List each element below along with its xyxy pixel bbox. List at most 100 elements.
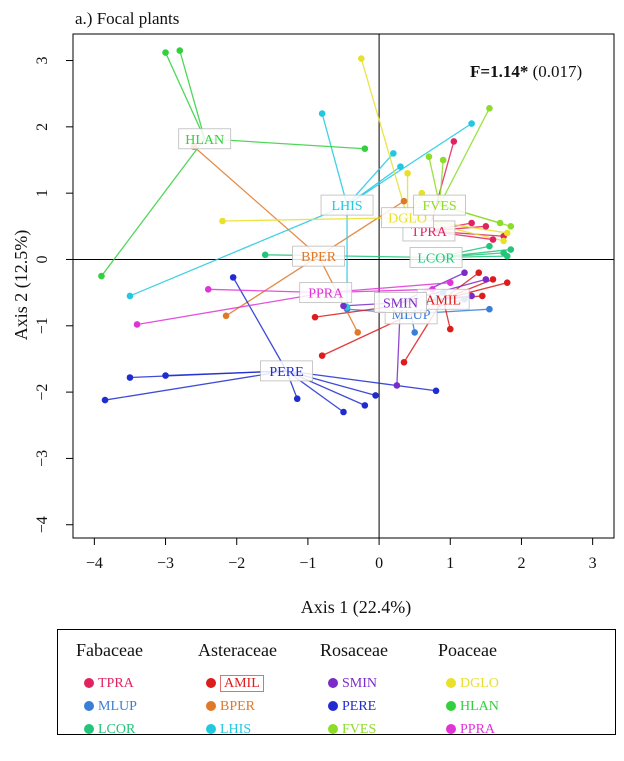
point-smin [340,303,347,310]
legend-family-fabaceae: Fabaceae [76,640,143,661]
legend-item-ppra: PPRA [446,722,495,738]
point-lhis [397,163,404,170]
legend-family-poaceae: Poaceae [438,640,497,661]
point-pere [372,392,379,399]
legend-swatch [328,678,338,688]
x-axis-label: Axis 1 (22.4%) [301,597,412,618]
point-amil [319,352,326,359]
legend-item-smin: SMIN [328,676,377,692]
legend-label: PERE [342,699,376,714]
legend-swatch [84,724,94,734]
legend-item-dglo: DGLO [446,676,499,692]
point-pere [294,395,301,402]
point-lcor [504,253,511,260]
point-ppra [205,286,212,293]
plot-area: −4 −3 −2 −1 0 1 2 3−4−3−2−10123TPRAMLUPLCORAMIL… [34,34,614,572]
y-tick-label: 1 [34,189,51,197]
centroid-label-ppra: PPRA [308,287,344,302]
x-tick-label: 2 [517,555,525,572]
legend-item-mlup: MLUP [84,699,137,715]
spoke-bper [194,147,319,256]
point-hlan [362,145,369,152]
legend-item-tpra: TPRA [84,676,134,692]
legend-label: MLUP [98,699,137,714]
point-mlup [486,306,493,313]
point-amil [312,314,319,321]
y-tick-label: 2 [34,123,51,131]
legend: Fabaceae TPRA MLUP LCOR Asteraceae AMIL BPER LH… [57,629,616,735]
point-bper [401,198,408,205]
legend-item-fves: FVES [328,722,376,738]
spoke-fves [440,108,490,205]
spoke-dglo [361,59,407,218]
legend-swatch [446,701,456,711]
spoke-ppra [137,293,326,325]
point-tpra [451,138,458,145]
point-dglo [358,55,365,62]
legend-family-asteraceae: Asteraceae [198,640,277,661]
point-amil [490,276,497,283]
legend-swatch [206,678,216,688]
point-lhis [468,120,475,127]
legend-swatch [328,701,338,711]
legend-item-bper: BPER [206,699,255,715]
x-tick-label: 0 [375,555,383,572]
point-amil [475,269,482,276]
spoke-hlan [101,139,204,276]
centroid-label-bper: BPER [301,250,337,265]
point-lcor [486,243,493,250]
point-fves [497,220,504,227]
y-tick-label: 0 [34,255,51,263]
point-lhis [127,293,134,300]
point-fves [486,105,493,112]
point-tpra [490,236,497,243]
y-tick-label: −2 [34,384,51,401]
point-pere [102,397,109,404]
centroid-label-amil: AMIL [425,293,461,308]
point-dglo [404,170,411,177]
point-lcor [262,252,269,259]
legend-item-pere: PERE [328,699,376,715]
legend-swatch [446,724,456,734]
point-dglo [504,230,511,237]
centroid-label-pere: PERE [269,365,303,380]
point-pere [362,402,369,409]
point-amil [504,279,511,286]
legend-swatch [328,724,338,734]
point-tpra [483,223,490,230]
point-amil [401,359,408,366]
point-hlan [98,273,105,280]
point-mlup [411,329,418,336]
ordination-plot: a.) Focal plants F=1.14* (0.017) Axis 1 … [0,0,624,628]
point-smin [483,276,490,283]
legend-item-hlan: HLAN [446,699,499,715]
legend-label: DGLO [460,676,499,691]
x-tick-label: −4 [86,555,103,572]
centroid-label-lhis: LHIS [331,199,362,214]
point-bper [223,313,230,320]
centroid-label-smin: SMIN [383,297,418,312]
x-tick-label: −1 [299,555,316,572]
chart-title: a.) Focal plants [75,9,179,28]
stat-bold: F=1.14* [470,62,528,81]
legend-label: TPRA [98,676,134,691]
point-dglo [500,238,507,245]
centroid-label-fves: FVES [422,199,456,214]
legend-label: AMIL [220,675,264,692]
spoke-lhis [347,124,472,206]
point-tpra [468,220,475,227]
x-tick-label: −3 [157,555,174,572]
point-pere [433,387,440,394]
point-smin [394,382,401,389]
stat-rest: (0.017) [528,62,582,81]
centroid-label-lcor: LCOR [417,251,455,266]
x-tick-label: 1 [446,555,454,572]
legend-label: LHIS [220,722,251,737]
y-tick-label: 3 [34,57,51,65]
point-fves [507,223,514,230]
legend-label: PPRA [460,722,495,737]
y-tick-label: −4 [34,516,51,533]
point-bper [354,329,361,336]
point-lhis [319,110,326,117]
point-pere [340,409,347,416]
